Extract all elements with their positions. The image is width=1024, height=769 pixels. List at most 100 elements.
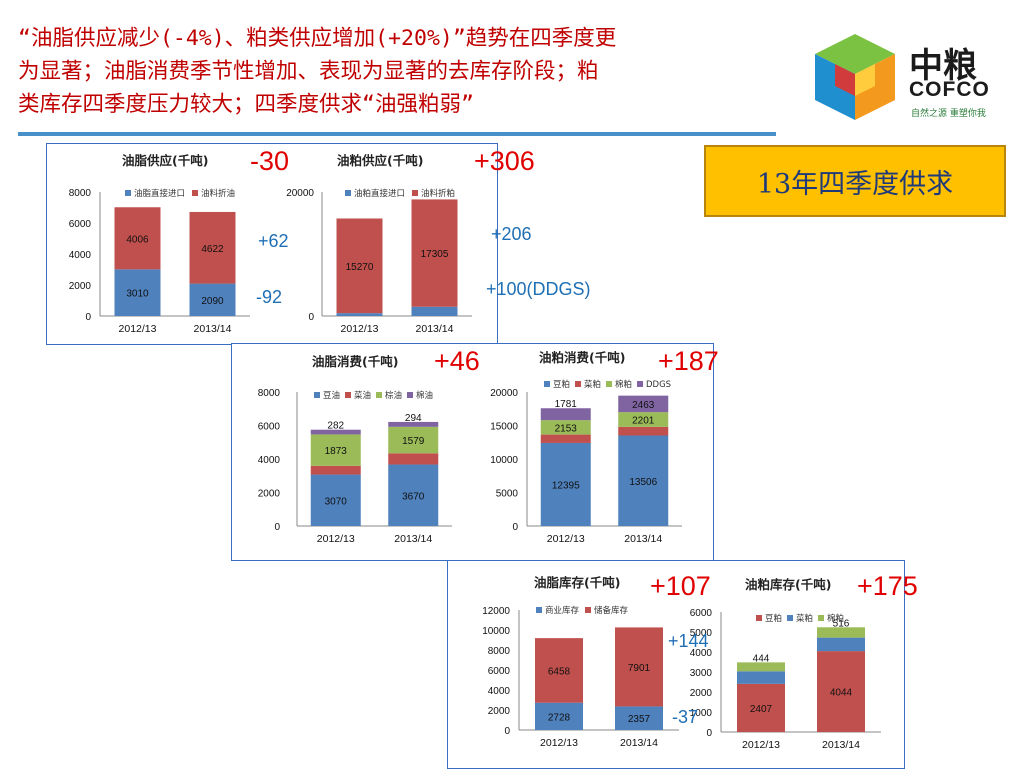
meal-consumption-ytick-4: 20000 (490, 388, 518, 399)
oil-stock-ytick-1: 2000 (488, 706, 511, 717)
meal-stock-bar-0-2 (737, 662, 785, 672)
brand-name-cn: 中粮 (909, 46, 977, 86)
meal-stock-value-0-2: 444 (753, 653, 770, 664)
meal-supply-value-1-1: 17305 (421, 249, 449, 260)
title-divider (18, 132, 776, 136)
meal-supply-change: +306 (474, 146, 535, 176)
meal-consumption-ytick-0: 0 (512, 522, 518, 533)
oil-consumption-value-0-0: 3070 (325, 496, 348, 507)
oil-supply-bar-0-0 (114, 269, 161, 316)
meal-consumption-value-1-0: 13506 (629, 477, 657, 488)
meal-consumption-legend-label-0: 豆粕 (553, 379, 570, 390)
meal-stock-legend-label-2: 棉粕 (827, 613, 844, 624)
meal-consumption-value-0-2: 2153 (555, 423, 578, 434)
meal-stock-ytick-6: 6000 (690, 608, 713, 619)
oil-stock-bar-0-1 (535, 638, 583, 703)
meal-consumption-bar-0-0 (540, 442, 591, 526)
oil-consumption-ytick-3: 6000 (258, 422, 281, 433)
meal-stock-xtick-0: 2012/13 (742, 739, 780, 751)
oil-consumption-chart: 油脂消费(千吨)豆油菜油棕油棉油020004000600080003070524… (258, 354, 452, 545)
oil-consumption-legend-label-0: 豆油 (323, 390, 340, 401)
oil-supply-xtick-1: 2013/14 (194, 323, 232, 335)
meal-stock-ytick-4: 4000 (690, 648, 713, 659)
oil-consumption-legend-label-2: 棕油 (385, 390, 402, 401)
oil-supply-value-0-1: 4006 (126, 234, 149, 245)
oil-supply-title: 油脂供应(千吨) (122, 153, 208, 168)
oil-consumption-bar-0-2 (310, 434, 361, 466)
meal-stock-change: +175 (857, 571, 918, 601)
meal-consumption-legend-label-3: DDGS (646, 380, 671, 390)
oil-consumption-legend-label-1: 菜油 (354, 390, 371, 401)
oil-stock-change: +107 (650, 571, 711, 601)
meal-consumption-bar-1-0 (618, 435, 669, 526)
meal-consumption-ytick-2: 10000 (490, 455, 518, 466)
meal-supply-legend-swatch-0 (345, 190, 351, 196)
oil-supply-bar-1-0 (189, 283, 236, 316)
oil-stock-ytick-0: 0 (504, 726, 510, 737)
meal-consumption-bar-1-2 (618, 412, 669, 427)
supply-panel: 油脂供应(千吨) 油脂直接进口 油料折油 0 2000 4000 6000 8000 3010 4… (46, 143, 498, 345)
meal-consumption-value-0-0: 12395 (552, 480, 580, 491)
oil-stock-ytick-4: 8000 (488, 646, 511, 657)
oil-supply-value-1-0: 2090 (201, 296, 224, 307)
cofco-logo: 中粮 COFCO 自然之源 重塑你我 (805, 30, 1005, 125)
meal-supply-legend-swatch-1 (412, 190, 418, 196)
commercial-stock-change: +144 (668, 631, 709, 651)
meal-supply-ytick-1: 20000 (286, 188, 314, 199)
oil-consumption-value-1-2: 1579 (402, 436, 425, 447)
meal-supply-legend-label-1: 油料折粕 (421, 188, 455, 199)
meal-supply-bar-0-1 (336, 218, 383, 314)
quarter-badge: 13年四季度供求 (704, 145, 1006, 217)
oil-supply-ytick-2: 4000 (69, 250, 92, 261)
oil-consumption-bar-1-1 (388, 453, 439, 465)
oil-consumption-xtick-1: 2013/14 (394, 533, 432, 545)
oil-consumption-value-0-2: 1873 (325, 446, 348, 457)
oil-supply-ytick-1: 2000 (69, 281, 92, 292)
meal-stock-legend-label-0: 豆粕 (765, 613, 782, 624)
consumption-charts: 油脂消费(千吨)豆油菜油棕油棉油020004000600080003070524… (258, 350, 682, 545)
oil-stock-value-0-1: 6458 (548, 666, 571, 677)
oil-consumption-value-1-0: 3670 (402, 491, 425, 502)
oil-supply-bar-0-1 (114, 207, 161, 270)
meal-stock-ytick-1: 1000 (690, 708, 713, 719)
meal-stock-value-0-0: 2407 (750, 704, 773, 715)
oil-consumption-ytick-0: 0 (274, 522, 280, 533)
meal-consumption-legend-swatch-0 (544, 381, 550, 387)
meal-stock-legend-swatch-2 (818, 615, 824, 621)
meal-consumption-title: 油粕消费(千吨) (539, 350, 625, 365)
oil-stock-chart: 油脂库存(千吨) 商业库存 储备库存 0 2000 4000 6000 8000 10000 12… (482, 575, 679, 749)
meal-supply-legend-label-0: 油粕直接进口 (354, 188, 405, 199)
meal-supply-value-0-1: 15270 (346, 262, 374, 273)
oil-supply-ytick-3: 6000 (69, 219, 92, 230)
meal-consumption-ytick-3: 15000 (490, 422, 518, 433)
oil-supply-legend-swatch-0 (125, 190, 131, 196)
oil-stock-ytick-3: 6000 (488, 666, 511, 677)
oil-supply-legend-swatch-1 (192, 190, 198, 196)
meal-consumption-change: +187 (658, 346, 719, 376)
oil-consumption-bar-1-2 (388, 426, 439, 454)
meal-supply-ytick-0: 0 (308, 312, 314, 323)
oil-stock-bar-1-0 (615, 706, 663, 730)
meal-supply-title: 油粕供应(千吨) (337, 153, 423, 168)
meal-supply-xtick-1: 2013/14 (416, 323, 454, 335)
meal-stock-bar-1-1 (817, 637, 865, 652)
meal-consumption-bar-0-1 (540, 434, 591, 443)
meal-consumption-bar-1-3 (618, 395, 669, 413)
oil-stock-ytick-2: 4000 (488, 686, 511, 697)
meal-consumption-chart: 油粕消费(千吨) 豆粕 菜粕 棉粕 DDGS 0 5000 10000 15000 20000 12… (490, 350, 682, 545)
meal-supply-chart: 油粕供应(千吨)油粕直接进口油料折粕020000458152702012/131… (286, 153, 472, 335)
meal-consumption-legend-label-1: 菜粕 (584, 379, 601, 390)
oil-supply-legend-label-1: 油料折油 (201, 188, 235, 199)
oil-stock-legend-swatch-0 (536, 607, 542, 613)
meal-stock-ytick-2: 2000 (690, 688, 713, 699)
supply-charts: 油脂供应(千吨) 油脂直接进口 油料折油 0 2000 4000 6000 8000 3010 4… (69, 153, 472, 335)
oil-consumption-value-0-3: 282 (327, 421, 344, 432)
brand-name-en: COFCO (909, 78, 990, 101)
meal-consumption-value-0-3: 1781 (555, 399, 578, 410)
oil-import-change: +62 (258, 231, 289, 251)
meal-stock-ytick-5: 5000 (690, 628, 713, 639)
meal-stock-ytick-0: 0 (706, 728, 712, 739)
oil-stock-ytick-6: 12000 (482, 606, 510, 617)
meal-stock-ytick-3: 3000 (690, 668, 713, 679)
oil-consumption-bar-0-0 (310, 474, 361, 526)
